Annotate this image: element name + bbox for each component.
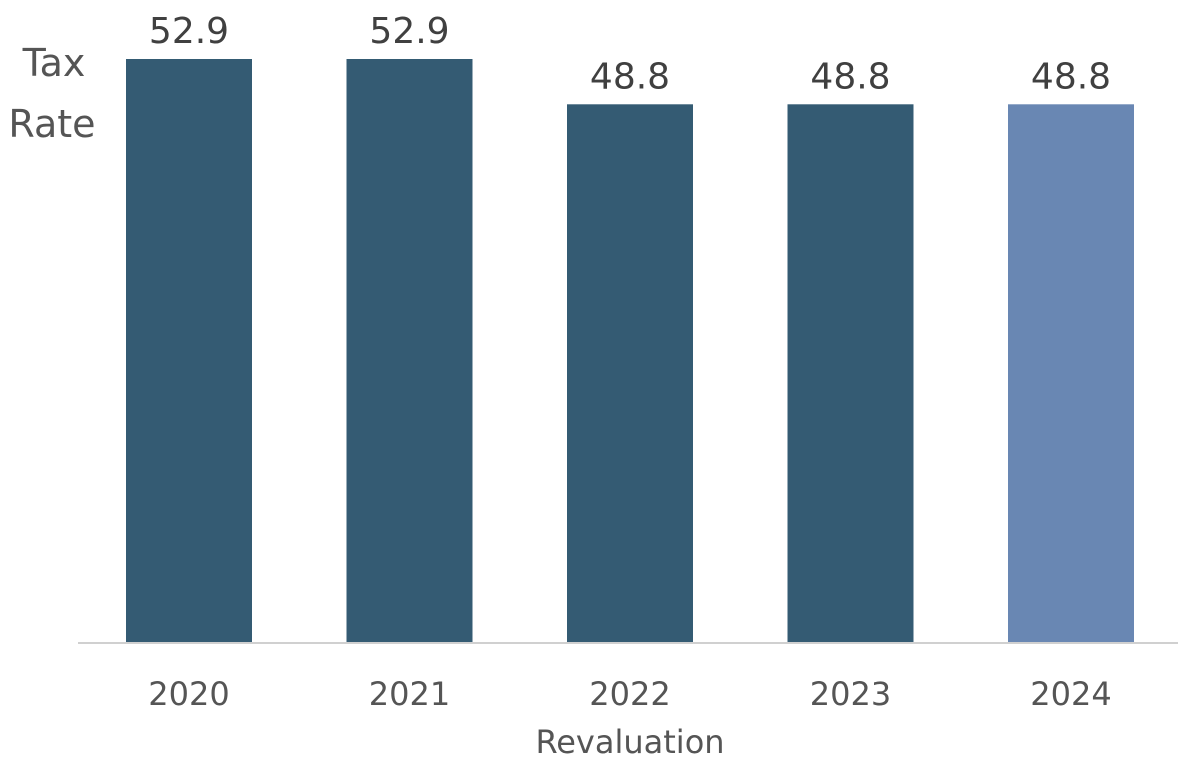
x-axis-title: Revaluation (535, 723, 724, 760)
x-tick-label-2024: 2024 (1030, 675, 1111, 713)
bars-group: 52.9 52.9 48.8 48.8 48.8 (126, 11, 1134, 644)
bar-2020 (126, 59, 252, 643)
x-tick-label-2022: 2022 (589, 675, 670, 713)
data-label-2020: 52.9 (149, 11, 229, 52)
bar-2023 (787, 104, 914, 644)
x-tick-label-2020: 2020 (148, 675, 229, 713)
bar-2022 (567, 104, 693, 644)
y-axis-title: Tax Rate (8, 41, 95, 146)
y-axis-title-line-1: Tax (22, 41, 86, 85)
data-label-2022: 48.8 (590, 56, 670, 97)
x-tick-label-2021: 2021 (369, 675, 450, 713)
data-label-2023: 48.8 (810, 56, 890, 97)
data-label-2024: 48.8 (1031, 56, 1111, 97)
y-axis-title-line-2: Rate (8, 102, 95, 146)
x-tick-labels: 2020 2021 2022 2023 2024 (148, 675, 1111, 713)
x-tick-label-2023: 2023 (810, 675, 891, 713)
bar-2024 (1008, 104, 1134, 644)
data-label-2021: 52.9 (369, 11, 449, 52)
bar-2021 (346, 59, 473, 643)
